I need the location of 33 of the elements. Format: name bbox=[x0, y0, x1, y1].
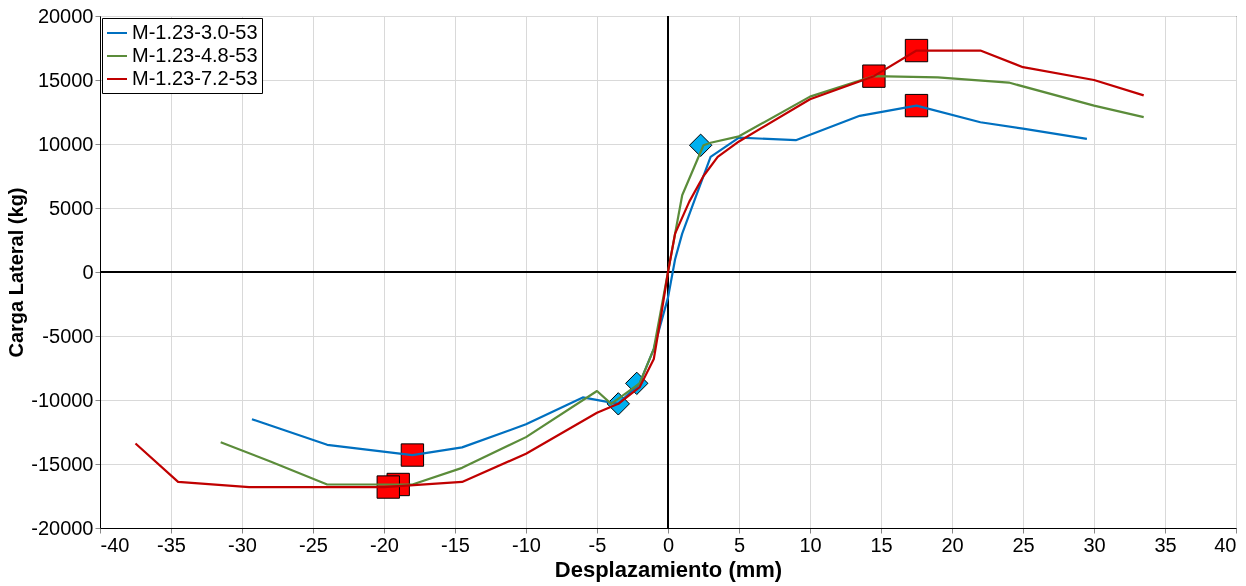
legend-label: M-1.23-3.0-53 bbox=[132, 21, 258, 43]
x-tick-label: 0 bbox=[662, 533, 675, 556]
y-tick-label: -20000 bbox=[31, 516, 94, 539]
y-tick-label: 5000 bbox=[49, 196, 94, 219]
x-tick-label: 35 bbox=[1154, 533, 1177, 556]
legend-label: M-1.23-7.2-53 bbox=[132, 67, 258, 89]
x-tick-label: -5 bbox=[588, 533, 607, 556]
x-tick-label: -30 bbox=[228, 533, 257, 556]
y-axis-title: Carga Lateral (kg) bbox=[5, 187, 28, 358]
y-tick-label: -15000 bbox=[31, 452, 94, 475]
x-tick-label: 20 bbox=[941, 533, 964, 556]
x-tick-label: -40 bbox=[100, 533, 130, 556]
y-tick-label: -5000 bbox=[42, 324, 94, 347]
x-tick-label: -25 bbox=[299, 533, 328, 556]
x-tick-label: -15 bbox=[441, 533, 470, 556]
point bbox=[400, 443, 425, 467]
line-series bbox=[250, 104, 1088, 457]
y-tick-label: 15000 bbox=[37, 68, 94, 91]
y-tick-label: 20000 bbox=[37, 4, 94, 27]
x-tick-label: 30 bbox=[1083, 533, 1106, 556]
x-tick-label: -20 bbox=[370, 533, 399, 556]
x-tick-label: 25 bbox=[1012, 533, 1035, 556]
x-tick-label: -10 bbox=[512, 533, 541, 556]
y-tick-label: 10000 bbox=[37, 132, 94, 155]
x-tick-label: 40 bbox=[1214, 533, 1237, 556]
x-axis-title: Desplazamiento (mm) bbox=[554, 556, 783, 582]
y-tick-label: 0 bbox=[82, 260, 94, 283]
x-tick-label: -35 bbox=[157, 533, 186, 556]
y-tick-label: -10000 bbox=[31, 388, 94, 411]
x-tick-label: 5 bbox=[733, 533, 746, 556]
x-tick-label: 10 bbox=[799, 533, 822, 556]
x-tick-label: 15 bbox=[870, 533, 893, 556]
legend-label: M-1.23-4.8-53 bbox=[132, 44, 258, 66]
